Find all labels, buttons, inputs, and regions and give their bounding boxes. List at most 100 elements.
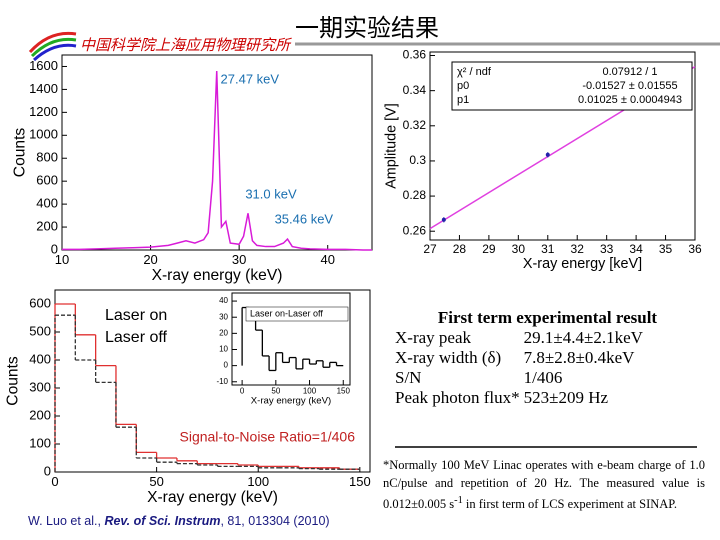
results-cell: Peak photon flux* — [395, 388, 520, 407]
y-tick-label: 1200 — [29, 104, 58, 119]
results-cell: 1/406 — [523, 368, 563, 387]
x-tick-label: 29 — [482, 242, 496, 256]
results-row: Peak photon flux* 523±209 Hz — [395, 388, 647, 408]
y-tick-label: 30 — [219, 312, 228, 321]
slide-title: 一期实验结果 — [295, 14, 439, 42]
x-tick-label: 0 — [240, 387, 245, 396]
results: First term experimental result X-ray pea… — [395, 308, 700, 408]
point — [441, 217, 446, 222]
footnote-text: *Normally 100 MeV Linac operates with e-… — [383, 458, 705, 512]
results-cell: X-ray peak — [395, 328, 471, 347]
stats-box — [451, 61, 693, 111]
logo-text: 中国科学院上海应用物理研究所 — [80, 36, 291, 54]
x-tick-label: 20 — [143, 252, 157, 267]
x-axis-label: X-ray energy [keV] — [523, 256, 642, 272]
y-tick-label: 200 — [29, 407, 51, 422]
snr-label: Signal-to-Noise Ratio=1/406 — [180, 429, 356, 445]
y-tick-label: 40 — [219, 296, 228, 305]
y-tick-label: 600 — [29, 295, 51, 310]
y-axis-label: Counts — [5, 356, 22, 406]
x-tick-label: 40 — [320, 252, 334, 267]
results-cell: 29.1±4.4±2.1keV — [523, 328, 643, 347]
y-tick-label: 1600 — [29, 58, 58, 73]
y-tick-label: 20 — [219, 328, 228, 337]
y-tick-label: 0 — [44, 463, 51, 478]
y-tick-label: 400 — [36, 196, 58, 211]
y-tick-label: 0.36 — [403, 48, 427, 62]
x-tick-label: 35 — [659, 242, 673, 256]
y-tick-label: 1000 — [29, 127, 58, 142]
x-tick-label: 33 — [600, 242, 614, 256]
y-tick-label: 0.3 — [409, 153, 426, 167]
stats-name: p0 — [457, 80, 469, 92]
stats-value: 0.07912 / 1 — [602, 66, 657, 78]
footnote-tail: in first term of LCS experiment at SINAP… — [462, 497, 677, 512]
peak-label: 31.0 keV — [245, 186, 297, 201]
results-cell: S/N — [395, 368, 422, 387]
results-row: X-ray width (δ) 7.8±2.8±0.4keV — [395, 348, 647, 368]
results-row: S/N 1/406 — [395, 368, 647, 388]
results-title: First term experimental result — [437, 308, 658, 327]
x-tick-label: 50 — [149, 474, 163, 489]
x-axis-label: X-ray energy (keV) — [147, 489, 278, 506]
inset-title-box — [245, 306, 349, 322]
results-row: X-ray peak 29.1±4.4±2.1keV — [395, 328, 647, 348]
y-tick-label: 1400 — [29, 81, 58, 96]
stats-value: 0.01025 ± 0.0004943 — [578, 94, 682, 106]
peak-label: 27.47 keV — [221, 72, 280, 87]
y-tick-label: 0.28 — [403, 188, 427, 202]
x-tick-label: 34 — [629, 242, 643, 256]
y-tick-label: 0 — [51, 241, 58, 256]
stats-name: p1 — [457, 94, 469, 106]
y-axis-label: Counts — [12, 128, 29, 178]
y-tick-label: 100 — [29, 435, 51, 450]
cite-authors: W. Luo et al., — [28, 514, 105, 528]
x-tick-label: 0 — [51, 474, 58, 489]
x-tick-label: 30 — [512, 242, 526, 256]
x-tick-label: 100 — [247, 474, 269, 489]
results-cell: X-ray width (δ) — [395, 348, 502, 367]
x-tick-label: 150 — [349, 474, 371, 489]
citation: W. Luo et al., Rev. of Sci. Instrum, 81,… — [28, 514, 330, 528]
legend-entry: Laser on — [105, 307, 167, 324]
x-tick-label: 30 — [232, 252, 246, 267]
y-tick-label: 600 — [36, 173, 58, 188]
y-axis-label: Amplitude [V] — [383, 103, 399, 189]
results-cell: 7.8±2.8±0.4keV — [523, 348, 635, 367]
y-tick-label: 800 — [36, 150, 58, 165]
x-tick-label: 10 — [55, 252, 69, 267]
x-axis-label: X-ray energy (keV) — [152, 267, 283, 284]
y-tick-label: 0.32 — [403, 118, 427, 132]
y-tick-label: -10 — [216, 377, 228, 386]
results-cell: 523±209 Hz — [523, 388, 609, 407]
cite-rest: , 81, 013304 (2010) — [220, 514, 330, 528]
results-table: X-ray peak 29.1±4.4±2.1keV X-ray width (δ)… — [395, 328, 647, 408]
x-tick-label: 32 — [571, 242, 585, 256]
stats-name: χ² / ndf — [457, 66, 492, 78]
stats-value: -0.01527 ± 0.01555 — [582, 80, 677, 92]
x-tick-label: 31 — [541, 242, 555, 256]
peak-label: 35.46 keV — [275, 212, 334, 227]
x-tick-label: 28 — [453, 242, 467, 256]
x-tick-label: 36 — [688, 242, 702, 256]
footnote: *Normally 100 MeV Linac operates with e-… — [383, 456, 705, 513]
y-tick-label: 300 — [29, 379, 51, 394]
y-tick-label: 0 — [224, 361, 229, 370]
footnote-sup: -1 — [454, 495, 463, 506]
y-tick-label: 10 — [219, 345, 228, 354]
x-tick-label: 27 — [423, 242, 437, 256]
y-tick-label: 200 — [36, 218, 58, 233]
cite-journal: Rev. of Sci. Instrum — [104, 514, 221, 528]
x-axis-label: X-ray energy (keV) — [251, 396, 332, 407]
y-tick-label: 500 — [29, 323, 51, 338]
spectrum-line — [62, 71, 372, 251]
x-tick-label: 50 — [271, 387, 280, 396]
y-tick-label: 0.26 — [403, 223, 427, 237]
inset-title: Laser on-Laser off — [250, 308, 323, 318]
logo-swoosh — [28, 31, 77, 62]
y-tick-label: 400 — [29, 351, 51, 366]
legend-entry: Laser off — [105, 329, 168, 346]
x-tick-label: 100 — [303, 387, 317, 396]
